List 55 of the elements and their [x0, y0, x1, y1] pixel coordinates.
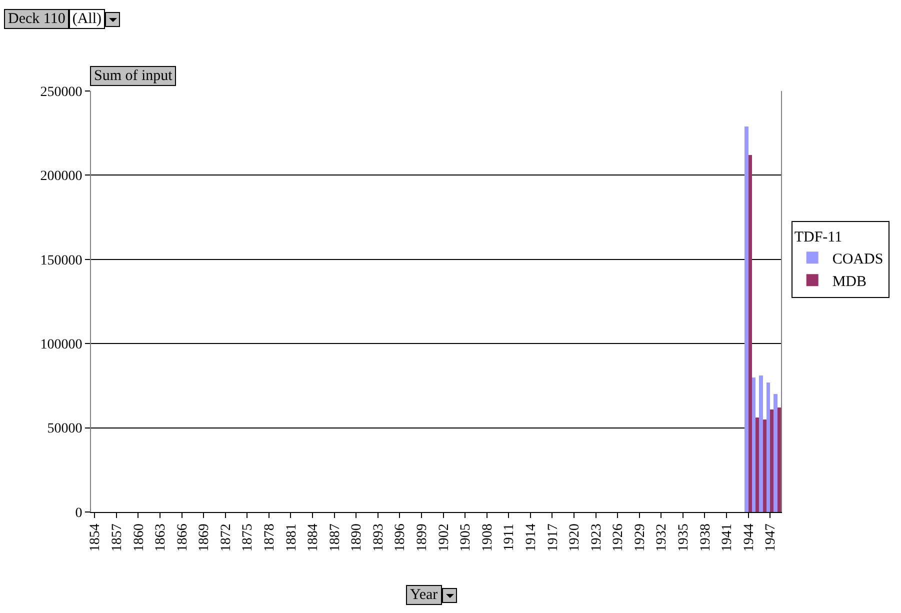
x-tick-label: 1863	[154, 524, 169, 552]
y-tick-label: 200000	[40, 169, 82, 184]
y-tick-label: 50000	[47, 422, 82, 437]
x-tick-label: 1926	[611, 524, 626, 552]
x-tick-label: 1920	[568, 524, 583, 552]
x-tick-label: 1944	[742, 524, 757, 552]
x-tick-label: 1929	[632, 524, 648, 552]
x-tick-label: 1869	[197, 524, 212, 552]
x-tick-label: 1881	[284, 524, 300, 552]
legend-label: COADS	[832, 252, 884, 268]
x-tick-label: 1860	[132, 524, 147, 552]
x-tick-label: 1854	[88, 524, 104, 552]
x-tick-label: 1917	[546, 524, 561, 552]
x-tick-label: 1893	[371, 524, 386, 552]
y-tick-label: 150000	[40, 253, 82, 268]
y-tick-label: 100000	[40, 338, 82, 352]
x-tick-label: 1890	[350, 524, 365, 552]
legend-label: MDB	[832, 274, 867, 290]
x-tick-label: 1908	[480, 524, 496, 552]
y-tick-label: 0	[75, 506, 82, 521]
bar	[756, 418, 760, 512]
bar	[777, 408, 781, 512]
bar	[744, 126, 748, 512]
bar	[770, 409, 774, 512]
x-tick-label: 1896	[393, 524, 408, 552]
bar	[762, 419, 766, 512]
text: (All)	[69, 9, 105, 29]
x-tick-label: 1887	[328, 524, 343, 552]
bar	[759, 376, 763, 512]
x-tick-label: 1941	[720, 524, 736, 552]
legend-title: TDF-11	[794, 229, 842, 246]
x-tick-label: 1866	[175, 524, 190, 552]
x-tick-label: 1905	[458, 524, 474, 552]
x-axis-title: Year	[406, 585, 442, 605]
y-tick-label: 250000	[40, 84, 82, 100]
x-tick-label: 1884	[306, 524, 322, 552]
bar	[774, 394, 778, 512]
x-tick-label: 1875	[240, 524, 256, 552]
x-tick-label: 1947	[764, 524, 779, 552]
x-tick-label: 1935	[676, 524, 692, 552]
x-tick-label: 1932	[654, 524, 670, 552]
bar	[752, 377, 756, 512]
x-tick-label: 1878	[262, 524, 278, 552]
x-tick-label: 1923	[589, 524, 604, 552]
x-tick-label: 1857	[110, 524, 125, 552]
bar	[766, 382, 770, 512]
x-tick-label: 1872	[218, 524, 234, 552]
x-tick-label: 1911	[502, 524, 518, 552]
x-tick-label: 1899	[415, 524, 430, 552]
x-tick-label: 1902	[436, 524, 452, 552]
bar	[748, 154, 752, 512]
x-tick-label: 1938	[698, 524, 714, 552]
y-axis-title: Sum of input	[90, 66, 176, 86]
x-tick-label: 1914	[524, 524, 539, 552]
text: Deck 110	[4, 9, 70, 29]
